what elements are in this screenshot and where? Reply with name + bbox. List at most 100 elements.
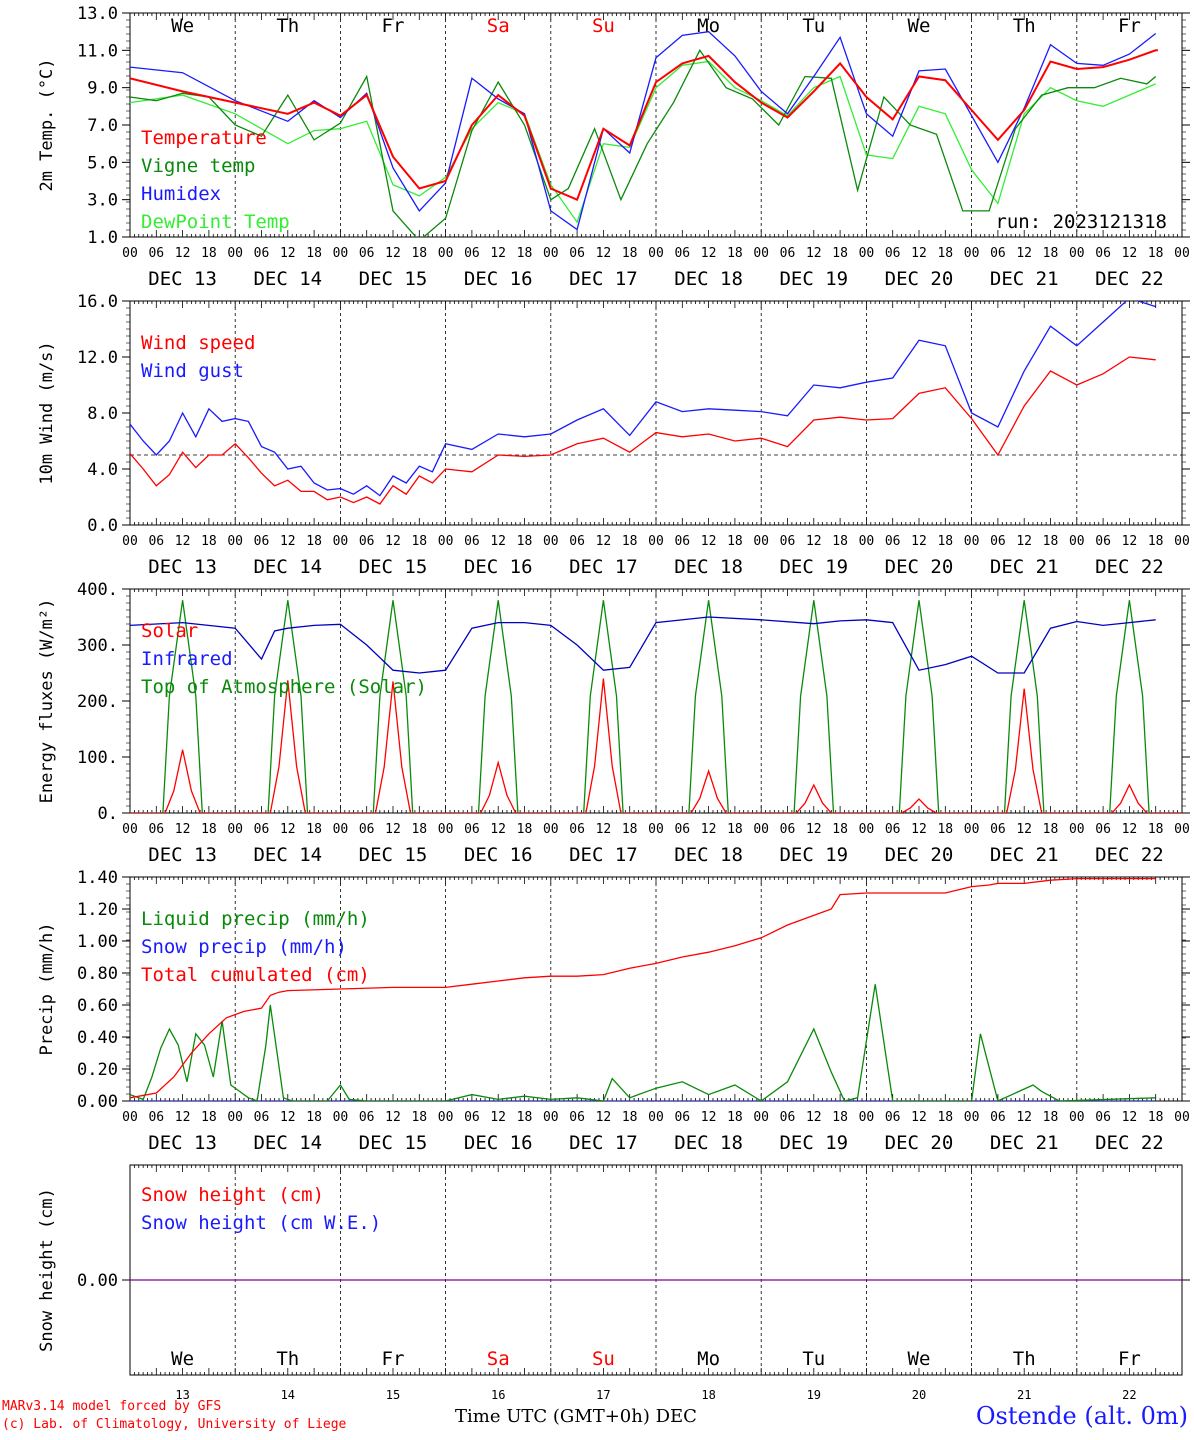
toa-solar-day-1 xyxy=(130,600,236,813)
hour-tick-label: 12 xyxy=(1122,1110,1138,1125)
hour-tick-label: 06 xyxy=(359,246,375,261)
date-label: DEC 20 xyxy=(885,268,954,290)
toa-solar-day-5 xyxy=(550,600,656,813)
day-number-label: 20 xyxy=(912,1388,926,1402)
hour-tick-label: 12 xyxy=(1016,534,1032,549)
day-number-label: 19 xyxy=(807,1388,821,1402)
date-label: DEC 15 xyxy=(359,556,428,578)
legend-solar: Solar xyxy=(141,620,198,642)
station-label: Ostende (alt. 0m) xyxy=(975,1402,1188,1430)
hour-tick-label: 18 xyxy=(937,246,953,261)
hour-tick-label: 00 xyxy=(227,246,243,261)
temperature-series xyxy=(130,31,1158,237)
date-label: DEC 22 xyxy=(1095,1132,1164,1154)
y-tick-label: 8.0 xyxy=(87,404,118,424)
hour-tick-label: 18 xyxy=(727,822,743,837)
date-label: DEC 16 xyxy=(464,844,533,866)
y-tick-label: 16.0 xyxy=(77,292,118,312)
hour-tick-label: 06 xyxy=(1095,1110,1111,1125)
y-tick-label: 200. xyxy=(77,692,118,712)
hour-tick-label: 06 xyxy=(569,1110,585,1125)
hour-tick-label: 00 xyxy=(964,1110,980,1125)
legend-infrared: Infrared xyxy=(141,648,233,670)
y-axis-label: Precip (mm/h) xyxy=(37,922,57,1055)
hour-tick-label: 06 xyxy=(780,1110,796,1125)
series-vigne-temp xyxy=(130,49,1157,237)
hour-tick-label: 00 xyxy=(122,1110,138,1125)
day-number-label: 16 xyxy=(491,1388,505,1402)
toa-solar-day-7 xyxy=(761,600,867,813)
y-tick-label: 0.60 xyxy=(77,996,118,1016)
hour-tick-label: 18 xyxy=(937,1110,953,1125)
series-humidex xyxy=(130,31,1157,231)
hour-tick-label: 12 xyxy=(280,822,296,837)
day-number-label: 17 xyxy=(596,1388,610,1402)
hour-tick-label: 00 xyxy=(122,246,138,261)
legend-wind-gust: Wind gust xyxy=(141,360,244,382)
hour-tick-label: 18 xyxy=(201,246,217,261)
hour-tick-label: 18 xyxy=(727,1110,743,1125)
hour-tick-label: 00 xyxy=(859,1110,875,1125)
hour-tick-label: 06 xyxy=(780,822,796,837)
hour-tick-label: 06 xyxy=(569,822,585,837)
hour-tick-label: 00 xyxy=(1174,822,1190,837)
date-label: DEC 15 xyxy=(359,844,428,866)
precip-series xyxy=(130,877,1156,1101)
y-tick-label: 0.0 xyxy=(87,516,118,536)
date-label: DEC 22 xyxy=(1095,556,1164,578)
hour-tick-label: 12 xyxy=(806,822,822,837)
date-label: DEC 20 xyxy=(885,844,954,866)
series-total-cumulated-cm- xyxy=(130,877,1156,1099)
solar-day-10 xyxy=(1076,783,1182,813)
energy-series xyxy=(130,600,1182,813)
toa-solar-day-2 xyxy=(235,600,341,813)
weekday-bottom-label: We xyxy=(908,1348,931,1370)
hour-tick-label: 12 xyxy=(911,246,927,261)
hour-tick-label: 12 xyxy=(806,1110,822,1125)
legend-top-of-atmosphere-solar-: Top of Atmosphere (Solar) xyxy=(141,676,427,698)
legend-temperature: Temperature xyxy=(141,127,267,149)
weekday-bottom-label: Fr xyxy=(1118,1348,1141,1370)
hour-tick-label: 12 xyxy=(490,534,506,549)
weekday-label: Mo xyxy=(697,15,720,37)
hour-tick-label: 06 xyxy=(464,822,480,837)
date-label: DEC 18 xyxy=(674,844,743,866)
toa-solar-day-6 xyxy=(656,600,762,813)
y-tick-label: 4.0 xyxy=(87,460,118,480)
hour-tick-label: 18 xyxy=(1148,534,1164,549)
y-axis-label: Energy fluxes (W/m²) xyxy=(37,599,57,804)
hour-tick-label: 18 xyxy=(622,534,638,549)
hour-tick-label: 00 xyxy=(1069,246,1085,261)
weekday-bottom-label: Sa xyxy=(487,1348,510,1370)
series-wind-speed xyxy=(130,356,1156,505)
date-label: DEC 21 xyxy=(990,844,1059,866)
date-label: DEC 18 xyxy=(674,556,743,578)
hour-tick-label: 06 xyxy=(780,534,796,549)
hour-tick-label: 12 xyxy=(280,246,296,261)
hour-tick-label: 00 xyxy=(438,246,454,261)
hour-tick-label: 06 xyxy=(674,246,690,261)
hour-tick-label: 18 xyxy=(832,822,848,837)
hour-tick-label: 00 xyxy=(964,534,980,549)
hour-tick-label: 00 xyxy=(227,1110,243,1125)
hour-tick-label: 12 xyxy=(490,246,506,261)
hour-tick-label: 00 xyxy=(1174,534,1190,549)
hour-tick-label: 06 xyxy=(254,246,270,261)
hour-tick-label: 12 xyxy=(175,246,191,261)
hour-tick-label: 18 xyxy=(411,534,427,549)
date-label: DEC 18 xyxy=(674,1132,743,1154)
date-label: DEC 22 xyxy=(1095,268,1164,290)
legend-snow-height-cm-: Snow height (cm) xyxy=(141,1184,324,1206)
panel-1 xyxy=(129,12,1183,238)
date-label: DEC 14 xyxy=(253,268,322,290)
hour-tick-label: 12 xyxy=(1122,534,1138,549)
hour-tick-label: 12 xyxy=(806,534,822,549)
hour-tick-label: 18 xyxy=(1148,1110,1164,1125)
hour-tick-label: 06 xyxy=(359,1110,375,1125)
hour-tick-label: 12 xyxy=(280,1110,296,1125)
hour-tick-label: 06 xyxy=(569,246,585,261)
y-tick-label: 0.20 xyxy=(77,1060,118,1080)
solar-day-5 xyxy=(550,678,656,813)
hour-tick-label: 18 xyxy=(306,1110,322,1125)
x-axis-title-text: Time UTC (GMT+0h) xyxy=(455,1406,650,1427)
